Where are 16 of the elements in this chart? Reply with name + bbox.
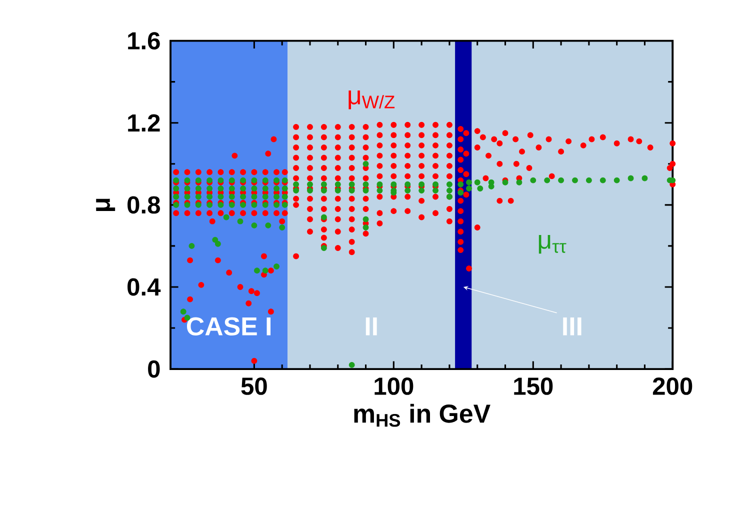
text: μ$_{ττ}$: [538, 235, 566, 254]
series-label: μ$_{W/Z}$: [348, 90, 395, 110]
y-axis-title: μ: [96, 198, 116, 212]
x-tick-label: 50: [241, 378, 267, 395]
x-tick-label: 100: [374, 378, 414, 395]
band-label: CASE I: [186, 317, 270, 336]
x-tick-label: 150: [514, 378, 553, 395]
y-tick-label: 0.4: [128, 278, 161, 296]
y-tick-label: 1.6: [128, 32, 160, 50]
x-axis-title: m$_{HS}$ in GeV: [354, 404, 490, 427]
band-label: II: [366, 318, 377, 336]
y-tick-label: 1.2: [128, 114, 160, 132]
x-tick-label: 200: [652, 378, 692, 395]
y-tick-label: 0.8: [128, 196, 160, 214]
y-tick-label: 0: [148, 360, 160, 378]
band-label: III: [563, 318, 582, 336]
